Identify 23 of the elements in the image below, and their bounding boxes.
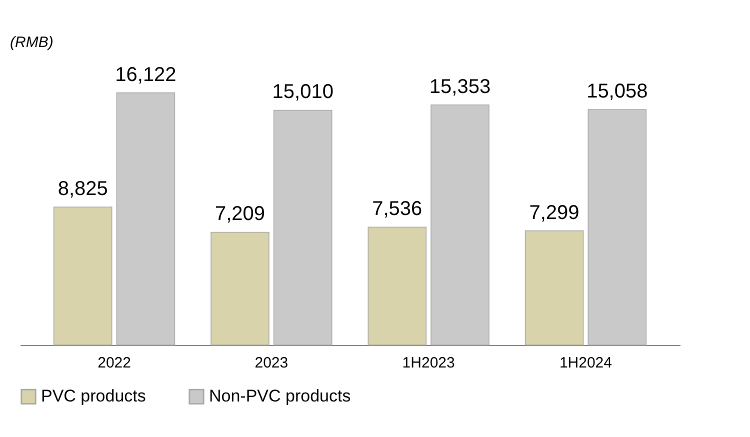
legend-label: PVC products <box>41 386 146 406</box>
x-tick-label: 2022 <box>98 354 131 372</box>
data-label: 7,209 <box>214 203 266 226</box>
data-label: 8,825 <box>58 178 108 200</box>
bar <box>116 92 176 346</box>
bar <box>368 226 427 346</box>
data-label: 7,299 <box>529 202 580 224</box>
data-label: 15,058 <box>586 80 648 102</box>
x-tick-label: 1H2023 <box>402 354 455 372</box>
data-label: 15,010 <box>272 81 334 104</box>
data-label: 16,122 <box>115 64 176 86</box>
legend-label: Non-PVC products <box>209 386 351 406</box>
bar <box>524 230 584 346</box>
bar <box>273 110 332 346</box>
data-label: 15,353 <box>429 76 491 98</box>
bar <box>430 104 490 346</box>
data-label: 7,536 <box>372 198 422 220</box>
bar <box>53 206 112 346</box>
bar <box>588 109 647 346</box>
y-axis-title: (RMB) <box>10 34 54 51</box>
x-tick-label: 2023 <box>254 354 288 372</box>
bar <box>210 232 270 346</box>
x-tick-label: 1H2024 <box>559 354 612 372</box>
